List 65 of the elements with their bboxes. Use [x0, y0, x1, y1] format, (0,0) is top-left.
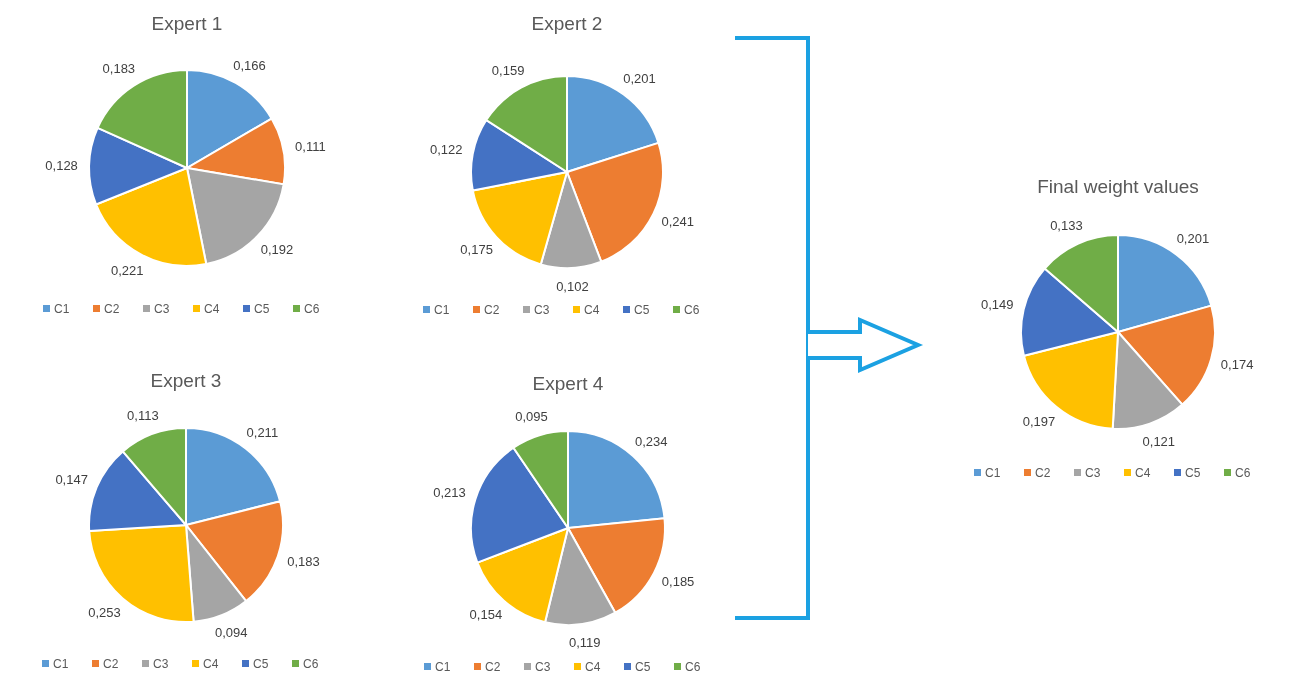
chart-title: Expert 1	[151, 13, 223, 34]
data-label: 0,128	[45, 157, 78, 173]
legend-label: C1	[435, 660, 451, 674]
data-label: 0,197	[1022, 413, 1056, 429]
chart-title: Expert 3	[150, 370, 222, 391]
data-label: 0,192	[260, 241, 294, 257]
legend-label: C1	[54, 302, 70, 316]
legend-label: C2	[484, 303, 500, 317]
legend-label: C5	[635, 660, 651, 674]
data-label: 0,121	[1142, 433, 1176, 449]
legend-label: C5	[1185, 466, 1201, 480]
legend-label: C2	[104, 302, 120, 316]
legend-label: C4	[584, 303, 600, 317]
data-label: 0,213	[433, 485, 466, 501]
data-label: 0,234	[635, 433, 668, 449]
legend-label: C4	[1135, 466, 1151, 480]
chart-title: Final weight values	[1037, 176, 1199, 197]
data-label: 0,122	[430, 142, 463, 158]
legend-label: C3	[154, 302, 170, 316]
legend-label: C6	[1235, 466, 1251, 480]
data-label: 0,185	[661, 573, 695, 589]
legend-label: C6	[685, 660, 701, 674]
data-label: 0,095	[515, 408, 548, 424]
legend-label: C4	[203, 657, 219, 671]
data-label: 0,241	[661, 214, 694, 230]
legend-label: C4	[204, 302, 220, 316]
legend-label: C1	[53, 657, 69, 671]
data-label: 0,221	[111, 263, 144, 279]
legend-label: C5	[253, 657, 269, 671]
data-label: 0,159	[491, 62, 525, 78]
chart-title: Expert 2	[531, 13, 603, 34]
legend-label: C2	[1035, 466, 1051, 480]
data-label: 0,149	[980, 297, 1014, 313]
legend-label: C3	[153, 657, 169, 671]
data-label: 0,201	[623, 71, 656, 87]
legend-label: C3	[534, 303, 550, 317]
data-label: 0,201	[1176, 231, 1210, 247]
data-label: 0,133	[1050, 218, 1083, 234]
data-label: 0,166	[233, 58, 266, 73]
chart-title: Expert 4	[532, 373, 604, 394]
data-label: 0,183	[102, 61, 136, 77]
data-label: 0,111	[295, 138, 326, 154]
legend-label: C2	[103, 657, 119, 671]
data-label: 0,253	[88, 604, 121, 620]
data-label: 0,102	[556, 279, 589, 295]
legend-label: C1	[434, 303, 450, 317]
legend-label: C5	[254, 302, 270, 316]
data-label: 0,211	[246, 425, 279, 441]
data-label: 0,174	[1220, 356, 1254, 372]
legend-label: C3	[535, 660, 551, 674]
data-label: 0,113	[127, 407, 159, 423]
legend-label: C4	[585, 660, 601, 674]
legend-label: C1	[985, 466, 1001, 480]
data-label: 0,154	[469, 607, 503, 623]
legend-label: C5	[634, 303, 650, 317]
legend-label: C6	[304, 302, 320, 316]
data-label: 0,175	[460, 242, 493, 258]
data-label: 0,183	[287, 554, 320, 570]
data-label: 0,119	[568, 635, 601, 651]
legend-label: C2	[485, 660, 501, 674]
data-label: 0,094	[215, 625, 248, 641]
legend-label: C6	[303, 657, 319, 671]
legend-label: C3	[1085, 466, 1101, 480]
data-label: 0,147	[55, 471, 88, 487]
legend-label: C6	[684, 303, 700, 317]
